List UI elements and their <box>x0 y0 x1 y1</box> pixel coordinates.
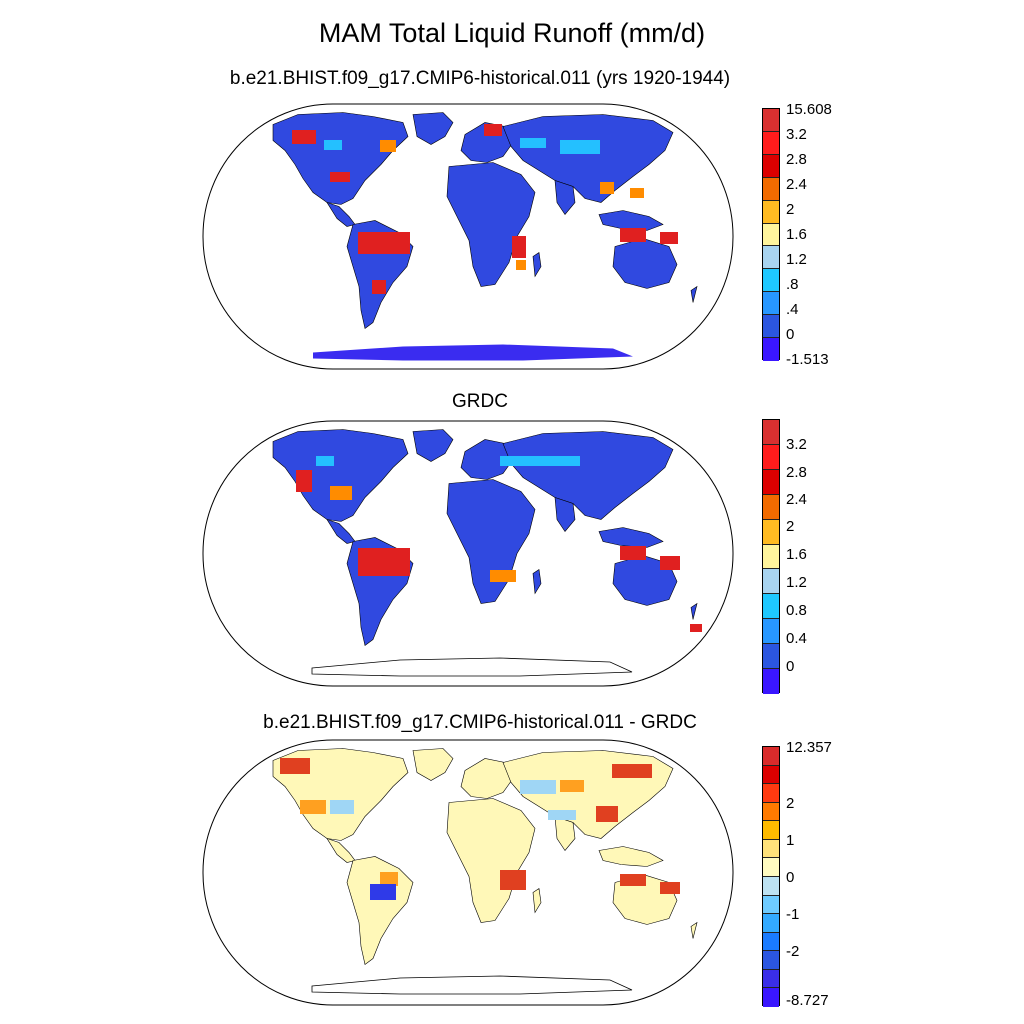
colorbar-2-label: 0.4 <box>786 630 807 647</box>
colorbar-3-label: -8.727 <box>786 992 829 1009</box>
colorbar-1-label: 1.2 <box>786 251 807 268</box>
colorbar-2-label: 0.8 <box>786 602 807 619</box>
panel-3-title: b.e21.BHIST.f09_g17.CMIP6-historical.011… <box>263 712 697 733</box>
colorbar-2-label: 1.6 <box>786 546 807 563</box>
colorbar-2-label: 2.4 <box>786 491 807 508</box>
colorbar-panel-3 <box>762 746 780 1007</box>
colorbar-1-label: 3.2 <box>786 126 807 143</box>
colorbar-3-label: -2 <box>786 943 800 960</box>
panel-3-map <box>202 739 734 1006</box>
colorbar-3-label: 2 <box>786 795 795 812</box>
colorbar-2-label: 3.2 <box>786 436 807 453</box>
panel-2-map <box>202 420 734 687</box>
colorbar-2-label: 1.2 <box>786 574 807 591</box>
colorbar-1-label: 1.6 <box>786 226 807 243</box>
colorbar-1-label: -1.513 <box>786 351 829 368</box>
colorbar-1-label: 2.4 <box>786 176 807 193</box>
colorbar-3-label: 1 <box>786 832 795 849</box>
colorbar-2-label: 2 <box>786 518 795 535</box>
colorbar-1-label: 15.608 <box>786 101 832 118</box>
colorbar-2-label: 0 <box>786 658 795 675</box>
colorbar-panel-2 <box>762 419 780 694</box>
colorbar-3-label: -1 <box>786 906 800 923</box>
colorbar-3-label: 12.357 <box>786 739 832 756</box>
figure-title: MAM Total Liquid Runoff (mm/d) <box>318 18 706 48</box>
colorbar-1-label: 2.8 <box>786 151 807 168</box>
colorbar-1-label: .8 <box>786 276 799 293</box>
panel-1-map <box>202 103 734 370</box>
colorbar-3-label: 0 <box>786 869 795 886</box>
colorbar-1-label: 0 <box>786 326 795 343</box>
colorbar-2-label: 2.8 <box>786 464 807 481</box>
colorbar-panel-1 <box>762 108 780 361</box>
colorbar-1-label: .4 <box>786 301 799 318</box>
panel-2-title: GRDC <box>452 391 508 412</box>
panel-1-title: b.e21.BHIST.f09_g17.CMIP6-historical.011… <box>229 68 731 89</box>
colorbar-1-label: 2 <box>786 201 795 218</box>
